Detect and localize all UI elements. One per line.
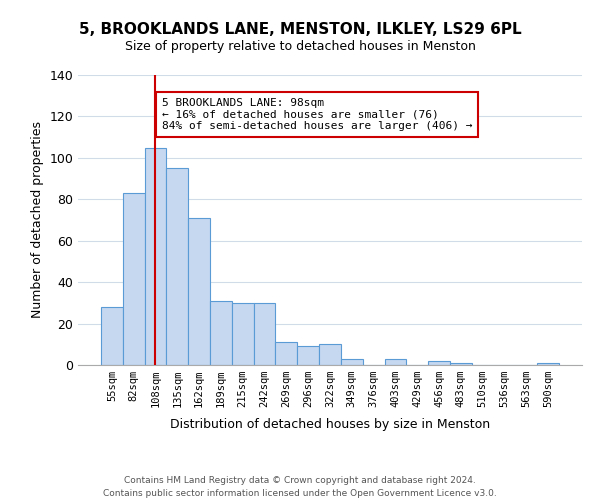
- Bar: [101, 307, 123, 365]
- Text: Contains HM Land Registry data © Crown copyright and database right 2024.
Contai: Contains HM Land Registry data © Crown c…: [103, 476, 497, 498]
- Y-axis label: Number of detached properties: Number of detached properties: [31, 122, 44, 318]
- Bar: [537, 363, 559, 365]
- Bar: [123, 193, 145, 365]
- Bar: [254, 303, 275, 365]
- Bar: [275, 342, 297, 365]
- Bar: [450, 363, 472, 365]
- Text: 5 BROOKLANDS LANE: 98sqm
← 16% of detached houses are smaller (76)
84% of semi-d: 5 BROOKLANDS LANE: 98sqm ← 16% of detach…: [162, 98, 473, 131]
- Text: 5, BROOKLANDS LANE, MENSTON, ILKLEY, LS29 6PL: 5, BROOKLANDS LANE, MENSTON, ILKLEY, LS2…: [79, 22, 521, 38]
- Bar: [428, 361, 450, 365]
- Bar: [297, 346, 319, 365]
- X-axis label: Distribution of detached houses by size in Menston: Distribution of detached houses by size …: [170, 418, 490, 432]
- Bar: [166, 168, 188, 365]
- Bar: [232, 303, 254, 365]
- Bar: [210, 301, 232, 365]
- Bar: [145, 148, 166, 365]
- Bar: [341, 359, 363, 365]
- Text: Size of property relative to detached houses in Menston: Size of property relative to detached ho…: [125, 40, 475, 53]
- Bar: [188, 218, 210, 365]
- Bar: [319, 344, 341, 365]
- Bar: [385, 359, 406, 365]
